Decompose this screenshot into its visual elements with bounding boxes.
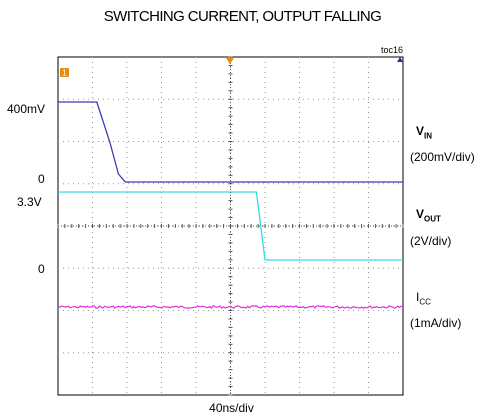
traces: [57, 101, 404, 310]
vin-level-zero: 0: [38, 172, 45, 186]
trigger-position-marker-icon: [226, 58, 234, 64]
vout-level-zero: 0: [38, 262, 45, 276]
figure-id: toc16: [381, 45, 403, 55]
icc-scale: (1mA/div): [410, 316, 462, 330]
vout-label: VOUT: [416, 207, 441, 224]
time-scale-label: 40ns/div: [209, 401, 254, 415]
vout-level-high: 3.3V: [17, 195, 42, 209]
vin-label: VIN: [416, 124, 433, 141]
icc-label: ICC: [416, 290, 431, 307]
svg-text:1: 1: [62, 69, 67, 78]
icc-trace: [57, 305, 404, 310]
channel-1-marker-icon: [60, 68, 69, 77]
vout-trace: [58, 191, 403, 261]
chart-title: SWITCHING CURRENT, OUTPUT FALLING: [103, 8, 382, 25]
vout-scale: (2V/div): [410, 234, 452, 248]
vin-level-high: 400mV: [7, 102, 46, 116]
vin-scale: (200mV/div): [410, 150, 475, 164]
trigger-level-marker-icon: [397, 57, 403, 62]
vin-trace: [58, 101, 403, 183]
